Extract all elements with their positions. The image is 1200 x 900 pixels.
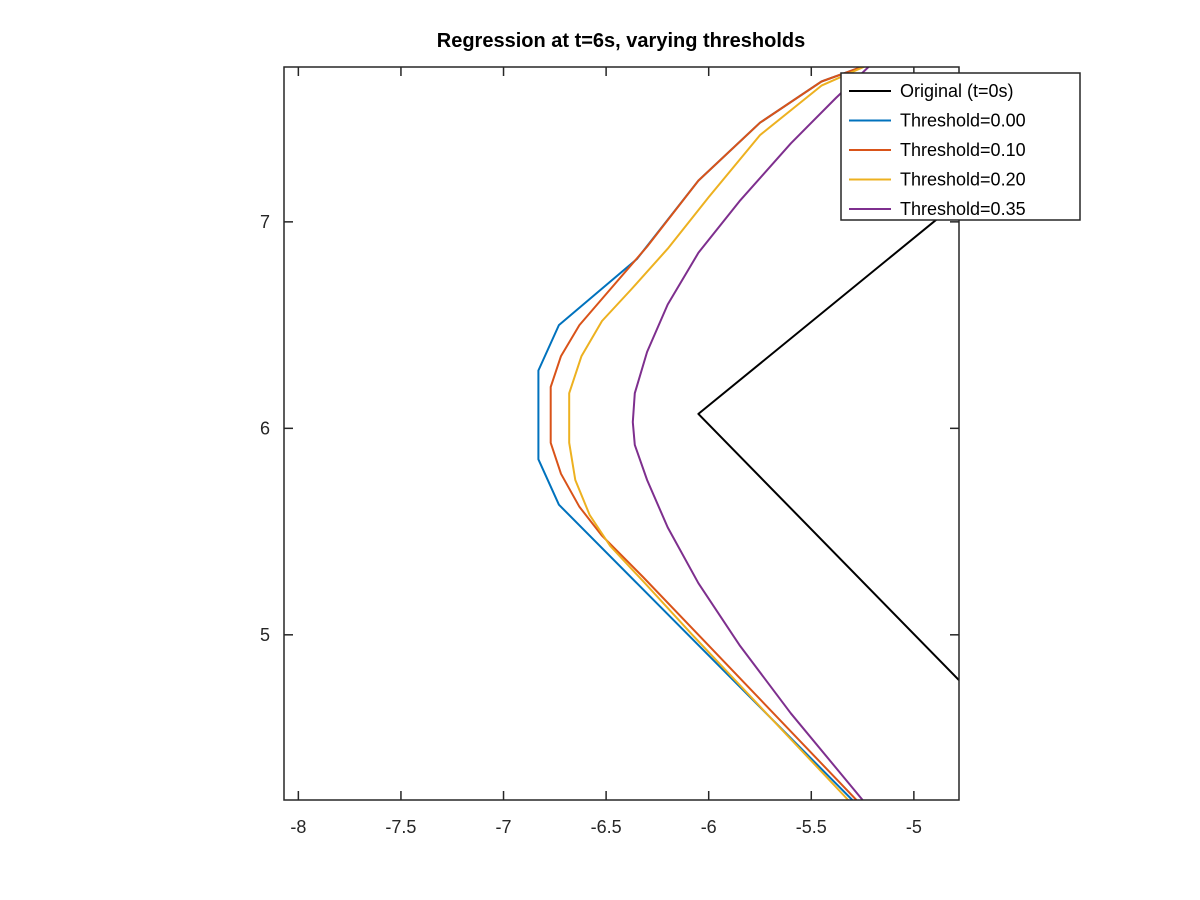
y-tick-label: 7 bbox=[260, 212, 270, 232]
y-tick-label: 6 bbox=[260, 418, 270, 438]
x-tick-label: -8 bbox=[290, 817, 306, 837]
series-line-0 bbox=[697, 200, 959, 681]
legend-label-3: Threshold=0.20 bbox=[900, 170, 1026, 190]
x-tick-label: -5.5 bbox=[796, 817, 827, 837]
plot-frame bbox=[283, 66, 960, 801]
y-tick-label: 5 bbox=[260, 625, 270, 645]
legend-label-1: Threshold=0.00 bbox=[900, 111, 1026, 131]
legend-label-2: Threshold=0.10 bbox=[900, 140, 1026, 160]
x-tick-label: -7.5 bbox=[385, 817, 416, 837]
legend-label-4: Threshold=0.35 bbox=[900, 199, 1026, 219]
x-tick-label: -6 bbox=[701, 817, 717, 837]
tick-layer: -8 -7.5 -7 -6.5 -6 -5.5 -5 5 6 7 bbox=[260, 67, 959, 837]
series-line-4 bbox=[631, 67, 870, 800]
x-tick-label: -5 bbox=[906, 817, 922, 837]
legend-box bbox=[840, 72, 1081, 221]
series-line-2 bbox=[549, 67, 865, 800]
series-layer bbox=[537, 67, 959, 800]
legend-label-0: Original (t=0s) bbox=[900, 81, 1014, 101]
x-tick-label: -6.5 bbox=[591, 817, 622, 837]
series-line-3 bbox=[568, 67, 867, 800]
x-tick-label: -7 bbox=[496, 817, 512, 837]
legend: Original (t=0s) Threshold=0.00 Threshold=0… bbox=[840, 72, 1081, 221]
chart-title: Regression at t=6s, varying thresholds bbox=[437, 30, 805, 52]
